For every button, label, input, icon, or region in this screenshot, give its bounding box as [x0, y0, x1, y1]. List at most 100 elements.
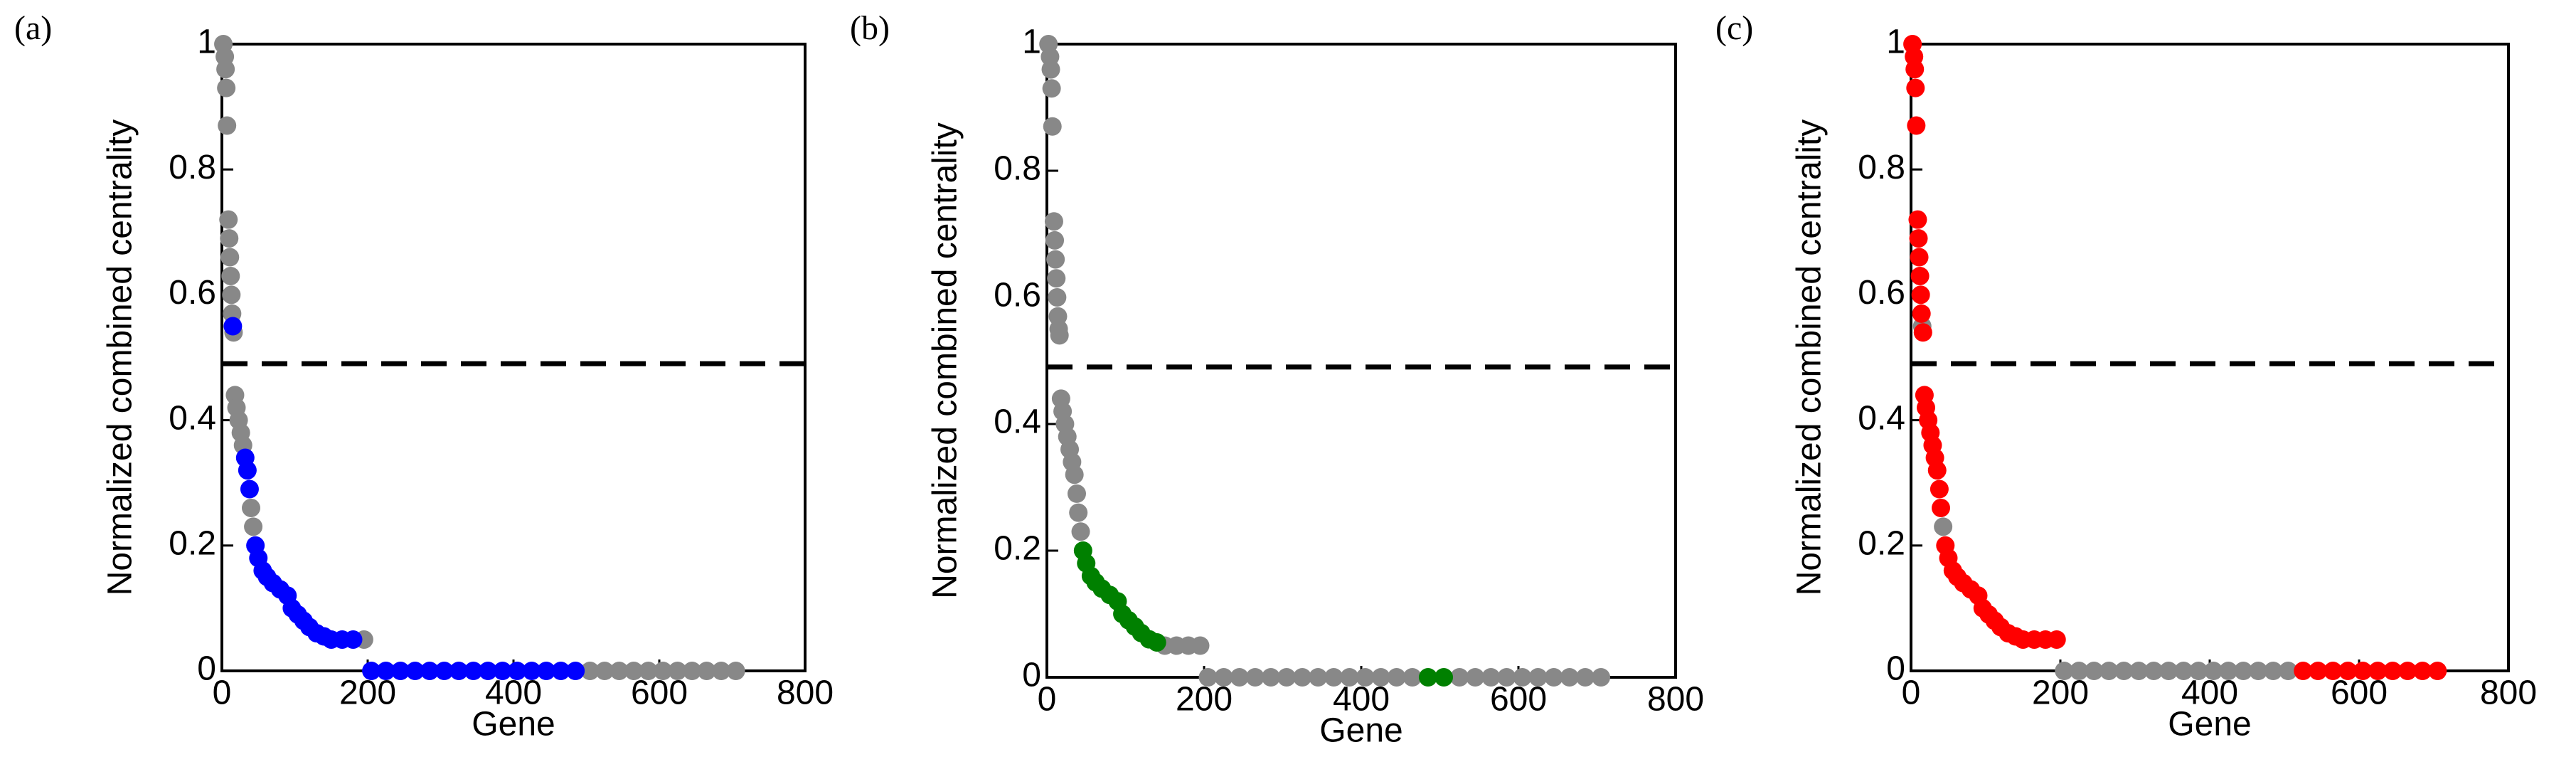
plot-frame: [220, 43, 807, 672]
point: [420, 662, 440, 680]
point: [1911, 285, 1930, 304]
x-axis-label: Gene: [2168, 706, 2251, 743]
y-tick-label: 0.8: [1858, 149, 1905, 186]
point: [223, 317, 243, 336]
y-tick-label: 0.4: [1858, 399, 1905, 437]
point: [1910, 248, 1929, 267]
point: [2174, 662, 2193, 680]
y-tick-label: 0.6: [169, 274, 216, 312]
point: [1927, 461, 1947, 480]
point: [2085, 662, 2104, 680]
point: [2353, 662, 2373, 680]
point: [1356, 668, 1375, 687]
point: [654, 662, 673, 680]
panel: 0 0.2 0.4 0.6 0.8 1 0 200 400 600 800 Gene Normalize…: [850, 9, 1704, 750]
point: [242, 498, 260, 517]
point: [1065, 465, 1084, 484]
point: [1907, 116, 1926, 135]
point: [216, 60, 235, 79]
point: [1048, 288, 1067, 307]
point: [1387, 668, 1406, 687]
plot-frame: [1910, 43, 2510, 672]
point: [391, 662, 410, 680]
point: [1910, 266, 1930, 285]
point: [1575, 668, 1595, 687]
y-tick-label: 0.8: [169, 149, 216, 186]
point: [1067, 484, 1086, 503]
y-tick-label: 0.4: [994, 403, 1041, 441]
panel-label: (b): [850, 9, 890, 47]
point: [1261, 668, 1280, 687]
point: [2234, 662, 2253, 680]
point: [566, 662, 585, 680]
point: [1245, 668, 1265, 687]
x-tick-label: 600: [631, 674, 688, 712]
point: [220, 248, 240, 267]
point: [1403, 668, 1422, 687]
point: [2279, 662, 2298, 680]
point: [435, 662, 454, 680]
point: [1371, 668, 1390, 687]
point: [449, 662, 469, 680]
x-tick-label: 800: [2480, 674, 2537, 712]
y-tick-label: 0.6: [994, 277, 1041, 314]
point: [1466, 668, 1485, 687]
y-tick-label: 0: [1886, 650, 1905, 688]
point: [683, 662, 702, 680]
point: [2114, 662, 2134, 680]
point: [697, 662, 716, 680]
x-tick-label: 600: [1490, 681, 1547, 719]
point: [362, 662, 381, 680]
y-axis-label: Normalized combined centrality: [927, 122, 964, 599]
point: [2324, 662, 2343, 680]
x-axis-label: Gene: [472, 706, 555, 743]
x-tick-label: 0: [1902, 674, 1921, 712]
x-axis-label: Gene: [1319, 712, 1403, 750]
point: [1309, 668, 1328, 687]
point: [1191, 636, 1210, 655]
point: [2428, 662, 2447, 680]
x-tick-label: 800: [1647, 681, 1704, 719]
point: [1905, 60, 1925, 79]
point: [1560, 668, 1579, 687]
point: [244, 517, 263, 536]
point: [2338, 662, 2358, 680]
y-tick-label: 1: [1022, 23, 1041, 61]
point: [1044, 212, 1063, 231]
x-tick-label: 200: [1176, 681, 1233, 719]
point: [219, 210, 238, 229]
point: [1912, 304, 1931, 323]
point: [405, 662, 425, 680]
point: [1071, 522, 1090, 541]
point: [1198, 668, 1218, 687]
x-tick-label: 800: [777, 674, 834, 712]
y-tick-label: 1: [197, 23, 216, 61]
point: [217, 78, 236, 97]
y-tick-label: 1: [1886, 23, 1905, 61]
point: [2204, 662, 2223, 680]
y-tick-label: 0.8: [994, 150, 1041, 188]
point: [2368, 662, 2388, 680]
point: [238, 461, 257, 480]
point: [1214, 668, 1233, 687]
point: [1908, 210, 1927, 229]
point: [479, 662, 498, 680]
point: [1147, 633, 1166, 652]
x-tick-label: 400: [485, 674, 542, 712]
point: [1046, 250, 1065, 269]
point: [218, 116, 237, 135]
point: [2294, 662, 2313, 680]
y-tick-label: 0: [197, 650, 216, 688]
point: [376, 662, 395, 680]
point: [1045, 231, 1065, 250]
point: [2413, 662, 2432, 680]
x-tick-label: 400: [1333, 681, 1390, 719]
y-tick-label: 0.2: [1858, 524, 1905, 562]
point: [1043, 117, 1062, 136]
panel-label: (a): [14, 9, 52, 47]
point: [2398, 662, 2417, 680]
point: [1230, 668, 1249, 687]
point: [2309, 662, 2328, 680]
point: [2189, 662, 2208, 680]
